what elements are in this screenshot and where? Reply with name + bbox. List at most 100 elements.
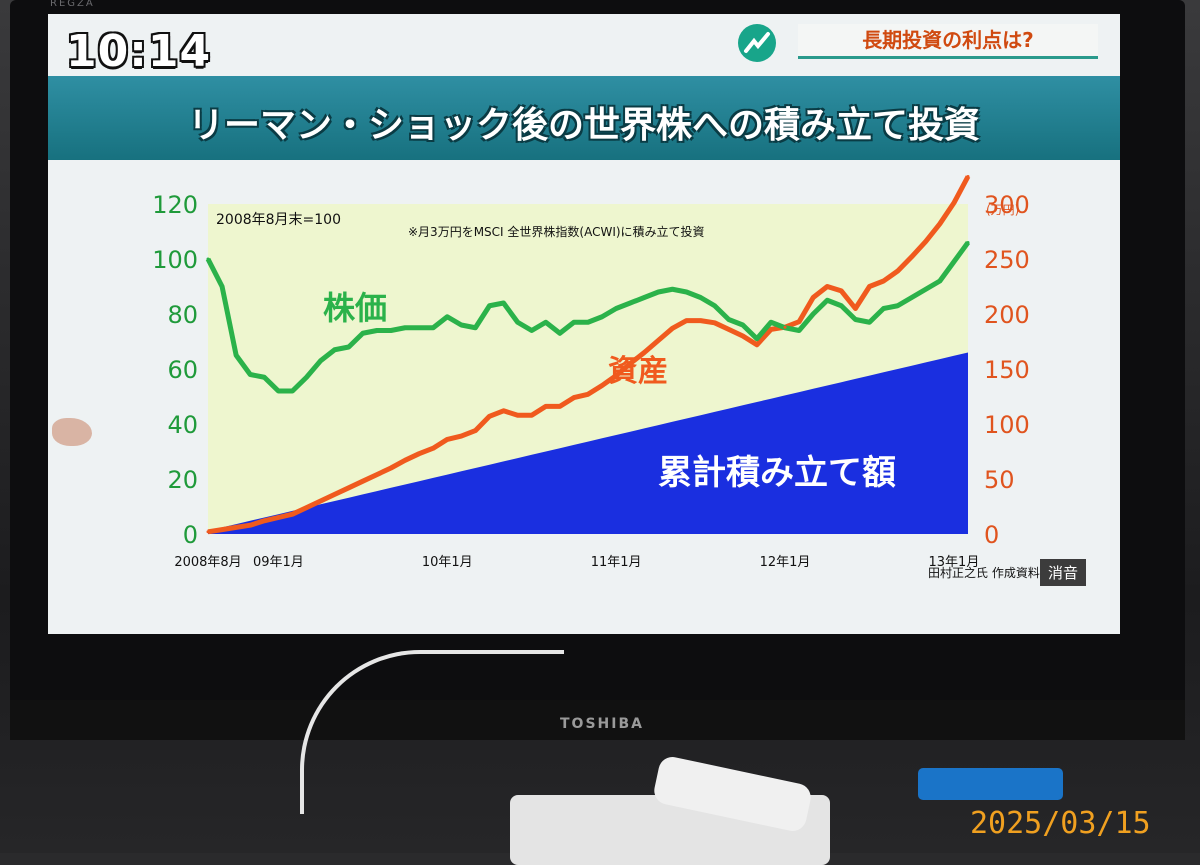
point-asset-25: [558, 404, 562, 408]
point-asset-23: [530, 413, 534, 417]
point-asset-46: [853, 307, 857, 310]
point-asset-18: [459, 434, 463, 438]
right-tick-150: 150: [984, 356, 1030, 384]
presenter-hand: [52, 418, 92, 446]
point-asset-3: [248, 523, 252, 527]
point-asset-9: [333, 492, 337, 496]
x-tick-3: 11年1月: [591, 555, 642, 570]
point-stock-51: [924, 287, 928, 291]
point-asset-54: [966, 175, 970, 178]
point-stock-37: [727, 318, 731, 321]
point-asset-20: [487, 414, 491, 418]
tv-top-brand: REGZA: [50, 0, 95, 9]
point-asset-29: [614, 374, 618, 378]
point-asset-24: [544, 404, 548, 408]
series-label-stock: 株価: [323, 289, 387, 327]
point-stock-6: [290, 389, 294, 393]
chart-title: リーマン・ショック後の世界株への積み立て投資: [187, 105, 980, 146]
left-tick-100: 100: [152, 246, 198, 274]
point-stock-1: [220, 285, 224, 288]
point-asset-2: [234, 525, 238, 529]
point-stock-25: [558, 331, 562, 335]
point-stock-26: [572, 320, 576, 324]
point-asset-5: [276, 516, 280, 519]
point-stock-38: [741, 323, 745, 327]
title-band: [48, 76, 1120, 160]
point-asset-8: [319, 499, 323, 503]
right-tick-250: 250: [984, 246, 1030, 274]
point-asset-37: [727, 327, 731, 331]
point-asset-47: [867, 285, 871, 288]
point-stock-4: [262, 375, 266, 379]
point-asset-33: [670, 326, 674, 330]
point-asset-41: [783, 325, 787, 329]
point-asset-30: [628, 362, 632, 365]
x-tick-5: 13年1月: [929, 555, 980, 570]
right-tick-100: 100: [984, 411, 1030, 439]
point-asset-6: [290, 512, 294, 516]
point-asset-50: [910, 255, 914, 259]
point-stock-23: [530, 329, 534, 332]
point-asset-19: [473, 429, 477, 433]
point-stock-40: [769, 320, 773, 324]
point-stock-28: [600, 315, 604, 319]
point-stock-50: [910, 296, 914, 299]
point-stock-36: [713, 304, 717, 308]
left-axis-ticks: 0 20 40 60 80 100 120: [152, 191, 198, 549]
point-stock-39: [755, 337, 759, 341]
point-asset-35: [699, 319, 703, 323]
point-asset-15: [417, 452, 421, 456]
point-stock-27: [586, 320, 590, 324]
series-area-cumulative: [208, 352, 968, 534]
right-axis-unit: (万円): [986, 203, 1019, 217]
point-asset-36: [713, 321, 717, 325]
right-tick-300: 300: [984, 191, 1030, 219]
point-asset-13: [389, 466, 393, 470]
point-stock-20: [487, 304, 491, 308]
point-asset-10: [347, 486, 351, 490]
point-stock-45: [839, 304, 843, 308]
point-asset-12: [375, 473, 379, 477]
point-stock-21: [502, 301, 506, 305]
point-stock-47: [867, 320, 871, 324]
usb-device: [918, 768, 1063, 800]
point-asset-14: [403, 458, 407, 462]
point-stock-24: [544, 320, 548, 324]
point-stock-31: [642, 296, 646, 299]
point-asset-53: [952, 201, 956, 205]
point-asset-27: [586, 392, 590, 396]
point-asset-43: [811, 296, 815, 299]
point-asset-4: [262, 519, 266, 523]
x-tick-4: 12年1月: [760, 555, 811, 570]
x-tick-0: 2008年8月: [174, 555, 241, 570]
point-asset-22: [516, 413, 520, 417]
topic-caption: 長期投資の利点は?: [798, 24, 1098, 59]
base-note: 2008年8月末=100: [216, 212, 341, 228]
chart-svg: 0 20 40 60 80 100 120 0 50 100 150 200 250 300 2008年…: [152, 175, 1030, 570]
point-stock-29: [614, 307, 618, 310]
left-tick-80: 80: [167, 301, 198, 329]
point-stock-32: [656, 290, 660, 294]
credit-text: 田村正之氏 作成資料: [928, 566, 1040, 580]
point-asset-11: [361, 479, 365, 483]
point-stock-46: [853, 318, 857, 321]
point-stock-43: [811, 312, 815, 316]
right-tick-0: 0: [984, 521, 999, 549]
point-asset-51: [924, 239, 928, 243]
point-asset-21: [502, 409, 506, 413]
tv-bottom-brand: TOSHIBA: [560, 716, 644, 732]
point-stock-14: [403, 326, 407, 330]
point-stock-34: [685, 290, 689, 294]
point-stock-5: [276, 389, 280, 393]
point-stock-2: [234, 353, 238, 357]
point-stock-13: [389, 329, 393, 332]
left-tick-60: 60: [167, 356, 198, 384]
point-stock-33: [670, 287, 674, 291]
point-asset-32: [656, 338, 660, 342]
point-stock-0: [206, 257, 210, 261]
series-label-asset: 資産: [608, 354, 668, 389]
left-tick-40: 40: [167, 411, 198, 439]
channel-logo-icon: [738, 24, 776, 62]
point-stock-44: [825, 298, 829, 302]
point-stock-17: [445, 315, 449, 319]
